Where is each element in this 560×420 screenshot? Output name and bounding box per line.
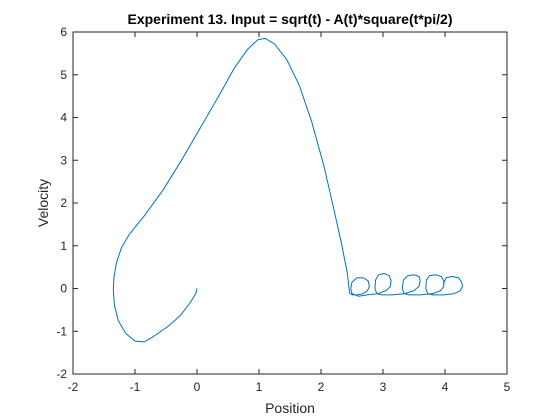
y-tick-label: 6 — [60, 25, 67, 39]
data-layer — [112, 37, 463, 343]
x-tick-label: 3 — [380, 380, 387, 394]
x-tick-label: -1 — [130, 380, 141, 394]
y-tick-label: 2 — [60, 196, 67, 210]
x-axis-label: Position — [265, 400, 315, 416]
plot-area-background — [73, 32, 507, 374]
series-line-1 — [112, 37, 463, 343]
x-tick-label: -2 — [68, 380, 79, 394]
x-tick-label: 2 — [318, 380, 325, 394]
y-tick-label: 4 — [60, 111, 67, 125]
x-tick-label: 1 — [256, 380, 263, 394]
y-tick-label: 5 — [60, 68, 67, 82]
x-tick-label: 4 — [442, 380, 449, 394]
x-axis-ticks: -2 -1 0 1 2 3 4 5 — [68, 32, 511, 394]
x-tick-label: 0 — [194, 380, 201, 394]
y-tick-label: 0 — [60, 282, 67, 296]
y-axis-label: Velocity — [35, 179, 51, 227]
y-tick-label: -1 — [56, 324, 67, 338]
chart-title: Experiment 13. Input = sqrt(t) - A(t)*sq… — [127, 11, 452, 27]
x-tick-label: 5 — [504, 380, 511, 394]
y-tick-label: 1 — [60, 239, 67, 253]
y-tick-label: 3 — [60, 153, 67, 167]
y-axis-ticks: -2 -1 0 1 2 3 4 5 6 — [56, 25, 507, 381]
y-tick-label: -2 — [56, 367, 67, 381]
